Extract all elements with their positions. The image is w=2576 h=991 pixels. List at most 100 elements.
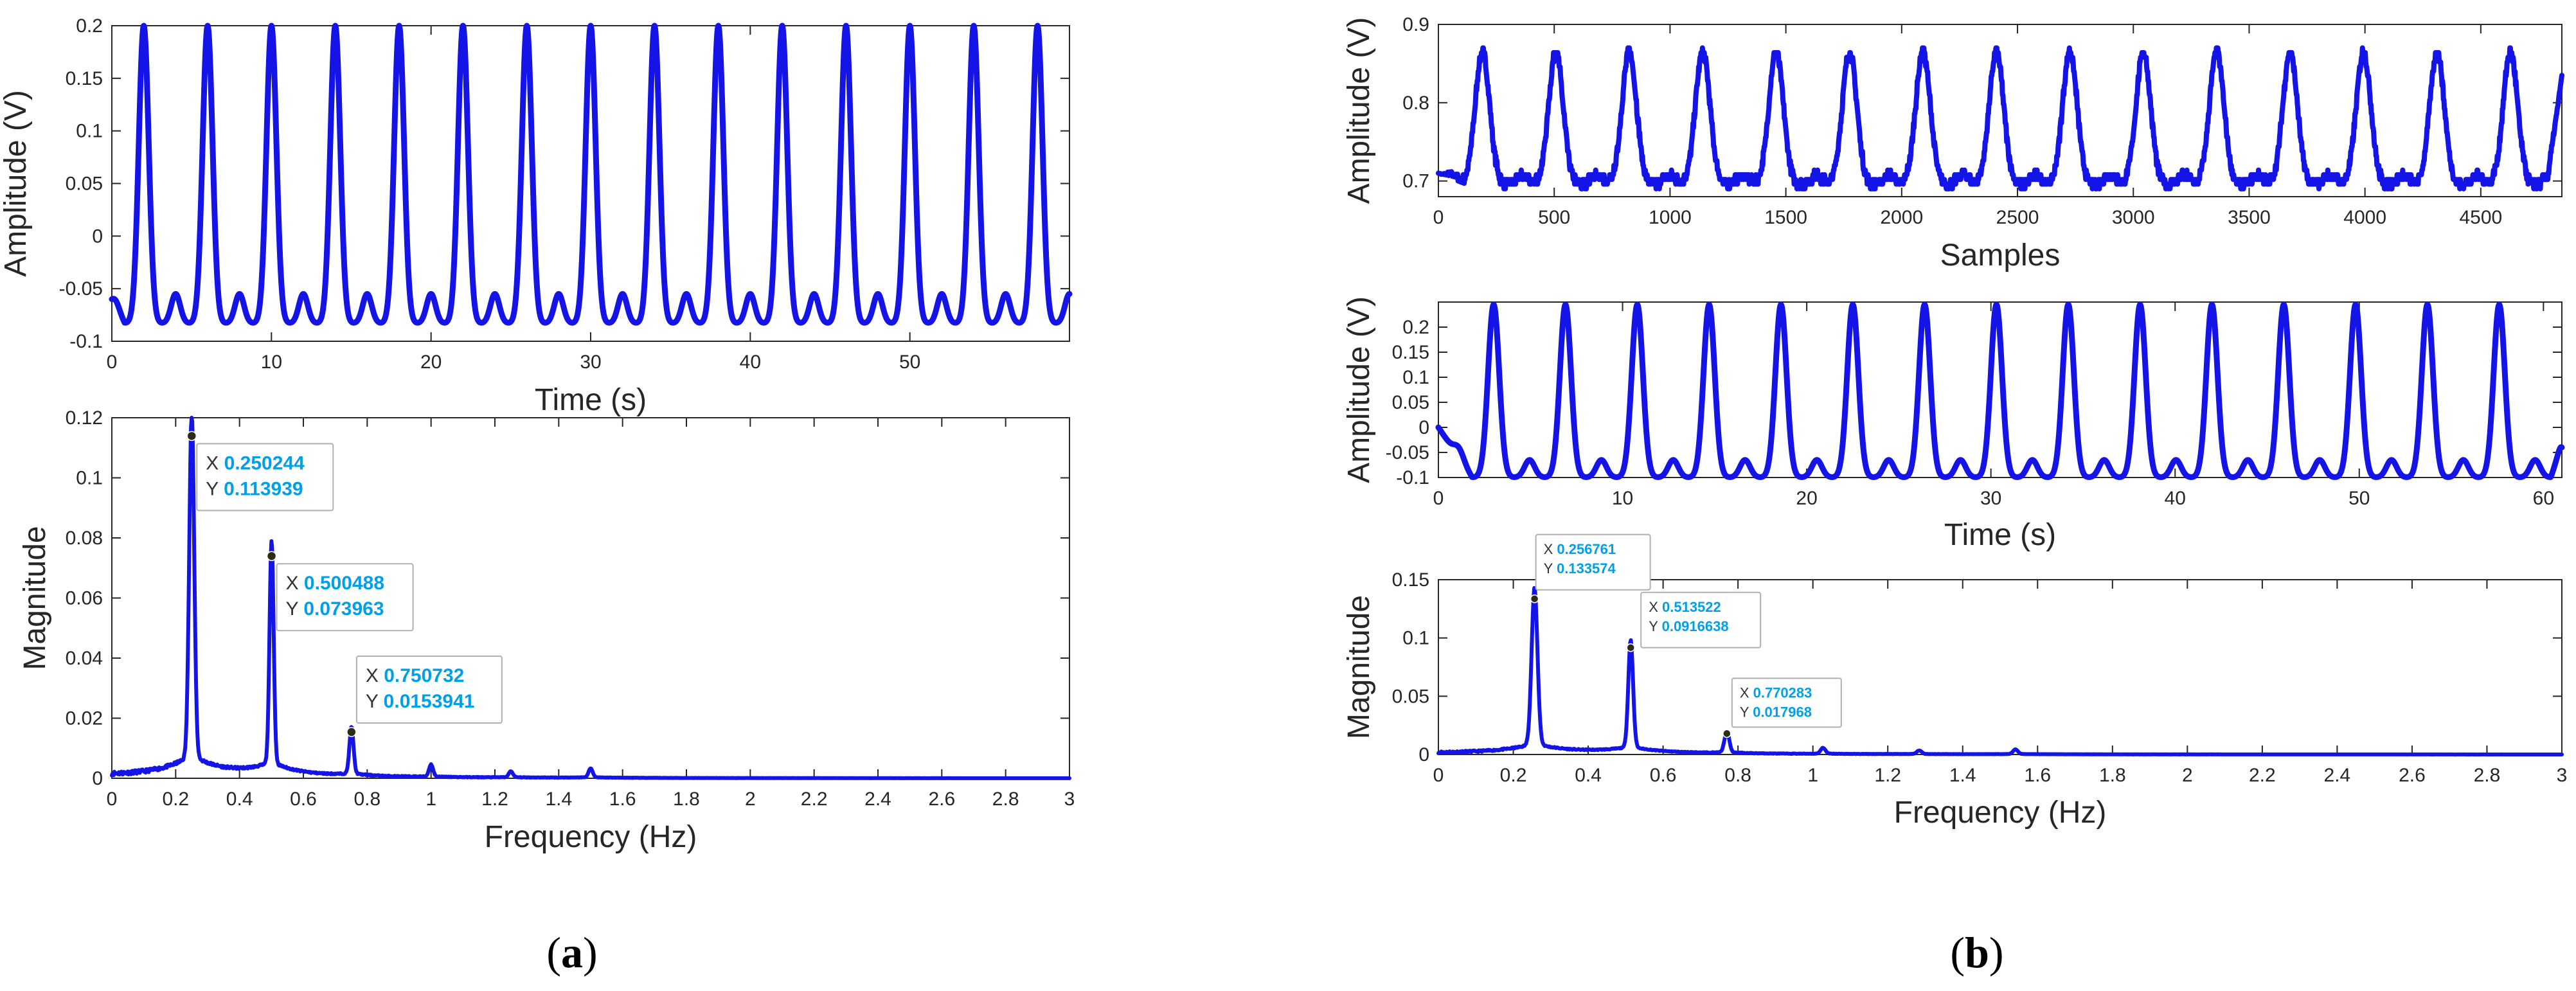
a2-ytick-label: 0.1 — [76, 468, 103, 489]
b2-series-line — [1435, 301, 2565, 480]
a1-xtick-label: 30 — [580, 352, 601, 373]
b3-datatip-y: Y 0.133574 — [1544, 560, 1616, 576]
b3-datatip-box[interactable] — [1731, 677, 1842, 728]
b2-ytick-label: 0.2 — [1402, 317, 1429, 338]
chart-a1-time-signal: 0 10 20 30 40 50 -0.1 -0.05 0 0.05 0.1 0.15 0.2 Time … — [0, 15, 1073, 417]
a2-datatip-marker[interactable] — [266, 551, 277, 561]
b3-datatip-x: X 0.513522 — [1649, 599, 1721, 615]
b2-ylabel: Amplitude (V) — [1342, 296, 1376, 483]
a1-ytick-label: 0.2 — [76, 15, 103, 37]
a2-ytick-label: 0 — [92, 768, 103, 789]
a2-ytick-label: 0.02 — [66, 708, 103, 729]
a2-xtick-label: 0.2 — [162, 789, 189, 810]
a2-datatip-y: Y 0.113939 — [206, 478, 303, 499]
chart-b3-spectrum: 0 0.2 0.4 0.6 0.8 1 1.2 1.4 1.6 1.8 2 2.2 2.4 2.6 2.8 3… — [1342, 533, 2567, 830]
a2-xlabel: Frequency (Hz) — [485, 820, 697, 854]
a2-series-line — [110, 416, 1071, 780]
b3-datatip-box[interactable] — [1535, 533, 1651, 591]
b3-datatip-marker[interactable] — [1722, 729, 1731, 738]
a1-xtick-label: 0 — [107, 352, 118, 373]
a2-ytick-label: 0.08 — [66, 528, 103, 549]
a2-datatip-box[interactable] — [276, 563, 414, 632]
a2-xtick-label: 3 — [1064, 789, 1075, 810]
a2-xtick-label: 2.8 — [992, 789, 1019, 810]
a1-ytick-label: 0 — [92, 226, 103, 247]
b1-xtick-label: 1500 — [1764, 207, 1807, 228]
a2-datatip-box[interactable] — [355, 656, 503, 724]
b2-axes-box — [1438, 301, 2563, 478]
b1-ytick-label: 0.7 — [1402, 171, 1429, 192]
a1-ytick-label: 0.05 — [66, 174, 103, 195]
b2-ytick-label: 0.15 — [1392, 342, 1429, 363]
b3-xtick-label: 0 — [1433, 765, 1444, 786]
b2-ytick-label: -0.05 — [1386, 442, 1429, 463]
b3-ytick-label: 0 — [1418, 744, 1429, 765]
b3-xtick-label: 0.2 — [1500, 765, 1527, 786]
a2-xtick-label: 2.4 — [864, 789, 891, 810]
b2-ytick-label: -0.1 — [1396, 467, 1429, 488]
b1-xtick-label: 1000 — [1649, 207, 1692, 228]
b3-datatip-box[interactable] — [1640, 591, 1762, 648]
b3-ytick-label: 0.05 — [1392, 686, 1429, 707]
a2-xtick-label: 2.2 — [801, 789, 828, 810]
b1-ytick-label: 0.8 — [1402, 93, 1429, 114]
b3-xtick-label: 2 — [2182, 765, 2193, 786]
a1-xlabel: Time (s) — [535, 383, 647, 417]
b3-xtick-label: 1.4 — [1949, 765, 1976, 786]
b1-xtick-label: 2500 — [1996, 207, 2039, 228]
a2-xtick-label: 1.2 — [481, 789, 508, 810]
b3-datatip-marker[interactable] — [1626, 643, 1635, 652]
b3-xtick-label: 1.6 — [2024, 765, 2051, 786]
b3-datatip-marker[interactable] — [1530, 594, 1539, 603]
b1-ylabel: Amplitude (V) — [1342, 17, 1376, 204]
a2-datatip-marker[interactable] — [346, 727, 357, 737]
a2-datatip-x: X 0.500488 — [286, 573, 384, 594]
a2-xtick-label: 2 — [745, 789, 756, 810]
b1-xlabel: Samples — [1940, 238, 2061, 272]
b3-xtick-label: 2.8 — [2474, 765, 2501, 786]
a2-xtick-label: 0.8 — [353, 789, 380, 810]
b3-series-line — [1436, 586, 2564, 756]
b2-ytick-label: 0 — [1418, 417, 1429, 438]
b1-series-line — [1436, 45, 2564, 192]
a2-ytick-label: 0.12 — [66, 407, 103, 429]
b3-ylabel: Magnitude — [1342, 595, 1376, 739]
b3-datatip-x: X 0.256761 — [1544, 541, 1616, 557]
b1-xtick-label: 4000 — [2343, 207, 2386, 228]
b2-ytick-label: 0.1 — [1402, 367, 1429, 388]
b3-xtick-label: 0.6 — [1650, 765, 1677, 786]
a2-xtick-label: 0.4 — [226, 789, 253, 810]
a2-datatip-x: X 0.250244 — [206, 452, 305, 474]
caption-a: (a) — [546, 928, 597, 977]
b2-xtick-label: 10 — [1612, 488, 1633, 509]
a2-datatip-box[interactable] — [196, 443, 334, 512]
a1-ytick-label: -0.1 — [69, 331, 103, 352]
b1-xtick-label: 3500 — [2228, 207, 2271, 228]
b3-xtick-label: 0.8 — [1724, 765, 1751, 786]
b3-xtick-label: 2.6 — [2399, 765, 2426, 786]
a1-xtick-label: 40 — [740, 352, 761, 373]
b1-xtick-label: 4500 — [2459, 207, 2502, 228]
a1-series-line — [109, 22, 1073, 326]
a2-datatip-marker[interactable] — [186, 431, 197, 442]
a1-xtick-label: 50 — [899, 352, 920, 373]
b2-xtick-label: 0 — [1433, 488, 1444, 509]
caption-b: (b) — [1950, 928, 2003, 977]
b3-xtick-label: 1.2 — [1874, 765, 1901, 786]
b1-axes-box — [1438, 24, 2563, 197]
a1-ylabel: Amplitude (V) — [0, 90, 33, 277]
b1-xtick-label: 500 — [1538, 207, 1570, 228]
chart-b1-raw-samples: 0 500 1000 1500 2000 2500 3000 3500 4000 4500 0.7 0… — [1342, 14, 2564, 272]
b2-ytick-label: 0.05 — [1392, 392, 1429, 413]
b3-xlabel: Frequency (Hz) — [1894, 796, 2107, 830]
a2-datatip-x: X 0.750732 — [366, 665, 465, 686]
a2-xtick-label: 2.6 — [928, 789, 955, 810]
a1-ytick-label: 0.1 — [76, 121, 103, 142]
a2-datatip-y: Y 0.073963 — [286, 598, 384, 620]
a2-xtick-label: 0 — [107, 789, 118, 810]
a1-ytick-label: -0.05 — [59, 278, 103, 299]
a2-xtick-label: 1.8 — [673, 789, 700, 810]
a2-xtick-label: 0.6 — [290, 789, 317, 810]
b2-xtick-label: 30 — [1980, 488, 2001, 509]
